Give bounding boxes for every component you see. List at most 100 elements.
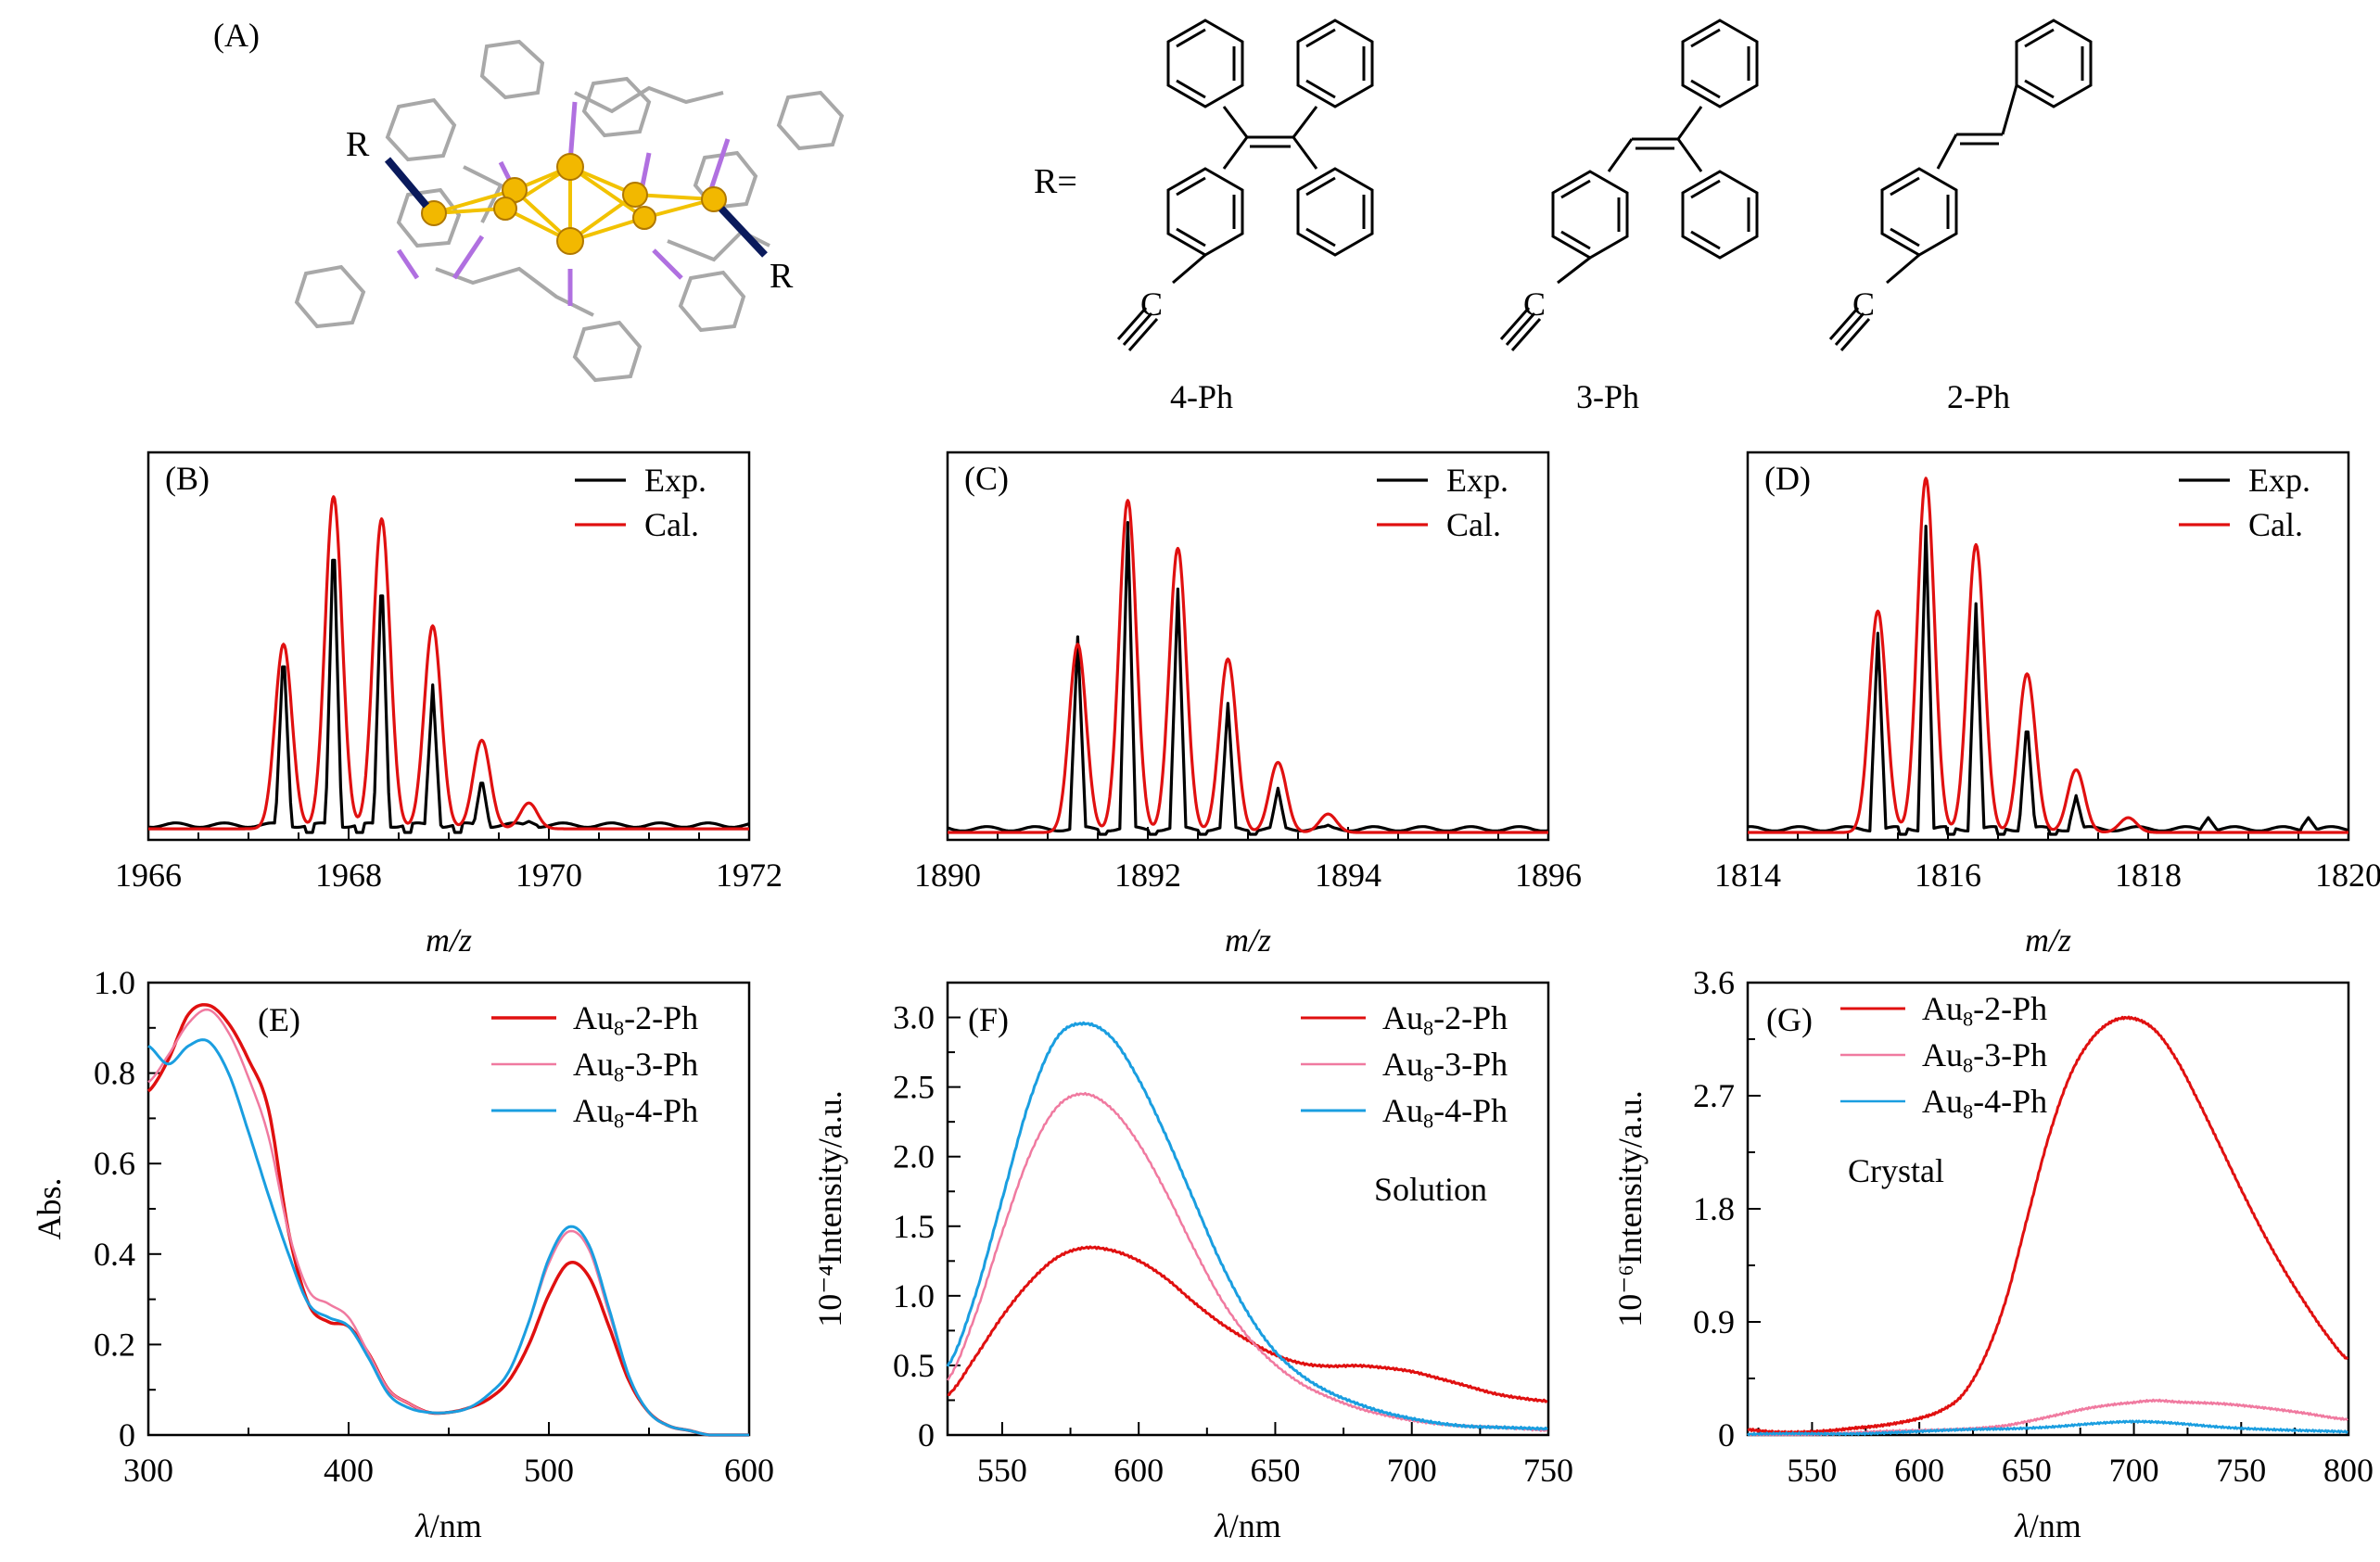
phenyl-ring xyxy=(385,97,457,162)
y-tick-label: 1.8 xyxy=(1693,1190,1735,1227)
x-tick-label: 700 xyxy=(1387,1452,1437,1489)
panel-label: (D) xyxy=(1764,460,1811,497)
panel-annotation: Crystal xyxy=(1848,1152,1944,1189)
legend-label: Au8-3-Ph xyxy=(1382,1046,1508,1086)
alkyne-bond-left xyxy=(384,157,430,209)
phenyl-ring xyxy=(396,187,462,248)
legend-label: Au8-4-Ph xyxy=(1382,1092,1508,1132)
plot-frame xyxy=(946,981,1550,1437)
x-tick-label: 300 xyxy=(123,1452,173,1489)
gold-atom xyxy=(622,182,648,208)
alkyl-chain xyxy=(574,85,724,114)
x-axis-label: m/z xyxy=(1225,921,1271,959)
series-line-cal xyxy=(147,495,750,831)
legend-label: Exp. xyxy=(2248,462,2310,499)
panel-label: (C) xyxy=(964,460,1009,497)
panel-a-label: (A) xyxy=(213,17,260,54)
x-tick-label: 750 xyxy=(1523,1452,1573,1489)
series-line-au82ph xyxy=(947,1245,1548,1403)
y-tick-label: 1.5 xyxy=(893,1208,935,1245)
legend-label: Au8-4-Ph xyxy=(573,1092,698,1132)
panel-e-absorption-spectrum: 300 400 500 600 0 0.2 0.4 0.6 0.8 1.0 λ/nm Abs. (E) A… xyxy=(31,964,774,1544)
y-tick-label: 0 xyxy=(1718,1416,1735,1454)
r-label-left: R xyxy=(346,125,370,164)
structure-name-3ph: 3-Ph xyxy=(1576,378,1639,415)
x-tick-label: 1820 xyxy=(2315,857,2380,894)
panel-label: (F) xyxy=(968,1001,1009,1038)
y-tick-label: 0.9 xyxy=(1693,1303,1735,1340)
gold-atom xyxy=(421,200,447,226)
legend-label: Au8-3-Ph xyxy=(573,1046,698,1086)
x-tick-label: 1972 xyxy=(716,857,783,894)
x-tick-label: 750 xyxy=(2216,1452,2266,1489)
series-line-cal xyxy=(947,499,1549,834)
y-tick-label: 0 xyxy=(119,1416,135,1454)
structure-4-ph xyxy=(1116,19,1374,351)
gold-atom xyxy=(556,153,584,181)
gold-atom xyxy=(556,227,584,255)
x-axis-label: m/z xyxy=(426,921,472,959)
legend-label: Exp. xyxy=(1446,462,1508,499)
y-tick-label: 2.0 xyxy=(893,1138,935,1175)
legend-label: Au8-3-Ph xyxy=(1922,1036,2047,1076)
panel-c-mass-spectrum: 1890 1892 1894 1896 m/z (C) Exp. Cal. xyxy=(914,451,1582,959)
c-label-4ph: C xyxy=(1140,286,1163,323)
panel-annotation: Solution xyxy=(1374,1171,1487,1208)
x-tick-label: 500 xyxy=(524,1452,574,1489)
series-line-au83ph xyxy=(946,1091,1548,1432)
x-tick-label: 1818 xyxy=(2115,857,2182,894)
r-equals: R= xyxy=(1034,162,1077,201)
series-line-exp xyxy=(947,521,1549,836)
x-tick-label: 700 xyxy=(2109,1452,2159,1489)
phenyl-ring xyxy=(581,76,652,138)
legend-label: Cal. xyxy=(1446,506,1501,543)
panel-f-solution-emission: 550 600 650 700 750 0 0.5 1.0 1.5 2.0 2.5 3.0 λ/nm 10… xyxy=(811,981,1573,1544)
x-tick-label: 1968 xyxy=(315,857,382,894)
x-tick-label: 1892 xyxy=(1114,857,1181,894)
x-tick-label: 550 xyxy=(977,1452,1027,1489)
x-tick-label: 1816 xyxy=(1915,857,1981,894)
phenyl-ring xyxy=(693,150,758,210)
cluster-illustration: R R xyxy=(294,39,845,383)
x-axis-label: m/z xyxy=(2025,921,2071,959)
structure-name-4ph: 4-Ph xyxy=(1170,378,1233,415)
panel-label: (B) xyxy=(165,460,210,497)
x-tick-label: 1890 xyxy=(914,857,981,894)
y-tick-label: 1.0 xyxy=(893,1277,935,1314)
series-line-cal xyxy=(1747,476,2349,834)
gold-atoms xyxy=(421,153,727,255)
legend-label: Cal. xyxy=(644,506,699,543)
panel-d-mass-spectrum: 1814 1816 1818 1820 m/z (D) Exp. Cal. xyxy=(1714,451,2380,959)
x-tick-label: 1896 xyxy=(1515,857,1582,894)
phenyl-ring xyxy=(572,320,643,383)
y-tick-label: 0.8 xyxy=(94,1055,135,1092)
legend-label: Au8-4-Ph xyxy=(1922,1083,2047,1123)
structure-3-ph xyxy=(1499,19,1759,351)
phenyl-ring xyxy=(479,39,545,100)
x-axis-label: λ/nm xyxy=(2014,1507,2081,1544)
y-tick-label: 0.5 xyxy=(893,1347,935,1384)
y-tick-label: 0.4 xyxy=(94,1236,135,1273)
panel-g-crystal-emission: 550 600 650 700 750 800 0 0.9 1.8 2.7 3.6 λ/nm 10⁻⁶I… xyxy=(1611,964,2374,1544)
x-tick-label: 600 xyxy=(1114,1452,1164,1489)
y-tick-label: 0 xyxy=(918,1416,935,1454)
x-tick-label: 1894 xyxy=(1315,857,1381,894)
series-line-au82ph xyxy=(1747,1015,2349,1435)
x-tick-label: 400 xyxy=(324,1452,374,1489)
series-line-au84ph xyxy=(147,1038,749,1437)
legend-label: Au8-2-Ph xyxy=(1382,999,1508,1039)
series-line-au84ph xyxy=(946,1021,1548,1431)
x-tick-label: 550 xyxy=(1787,1452,1837,1489)
x-tick-label: 650 xyxy=(1250,1452,1300,1489)
x-tick-label: 1966 xyxy=(115,857,182,894)
y-axis-label: 10⁻⁶Intensity/a.u. xyxy=(1611,1090,1648,1327)
y-tick-label: 2.7 xyxy=(1693,1077,1735,1114)
x-tick-label: 1814 xyxy=(1714,857,1781,894)
c-label-3ph: C xyxy=(1523,286,1546,323)
y-tick-label: 1.0 xyxy=(94,964,135,1001)
legend-label: Cal. xyxy=(2248,506,2303,543)
y-tick-label: 0.6 xyxy=(94,1145,135,1182)
plot-frame xyxy=(1746,981,2350,1437)
phenyl-ring xyxy=(776,90,845,151)
